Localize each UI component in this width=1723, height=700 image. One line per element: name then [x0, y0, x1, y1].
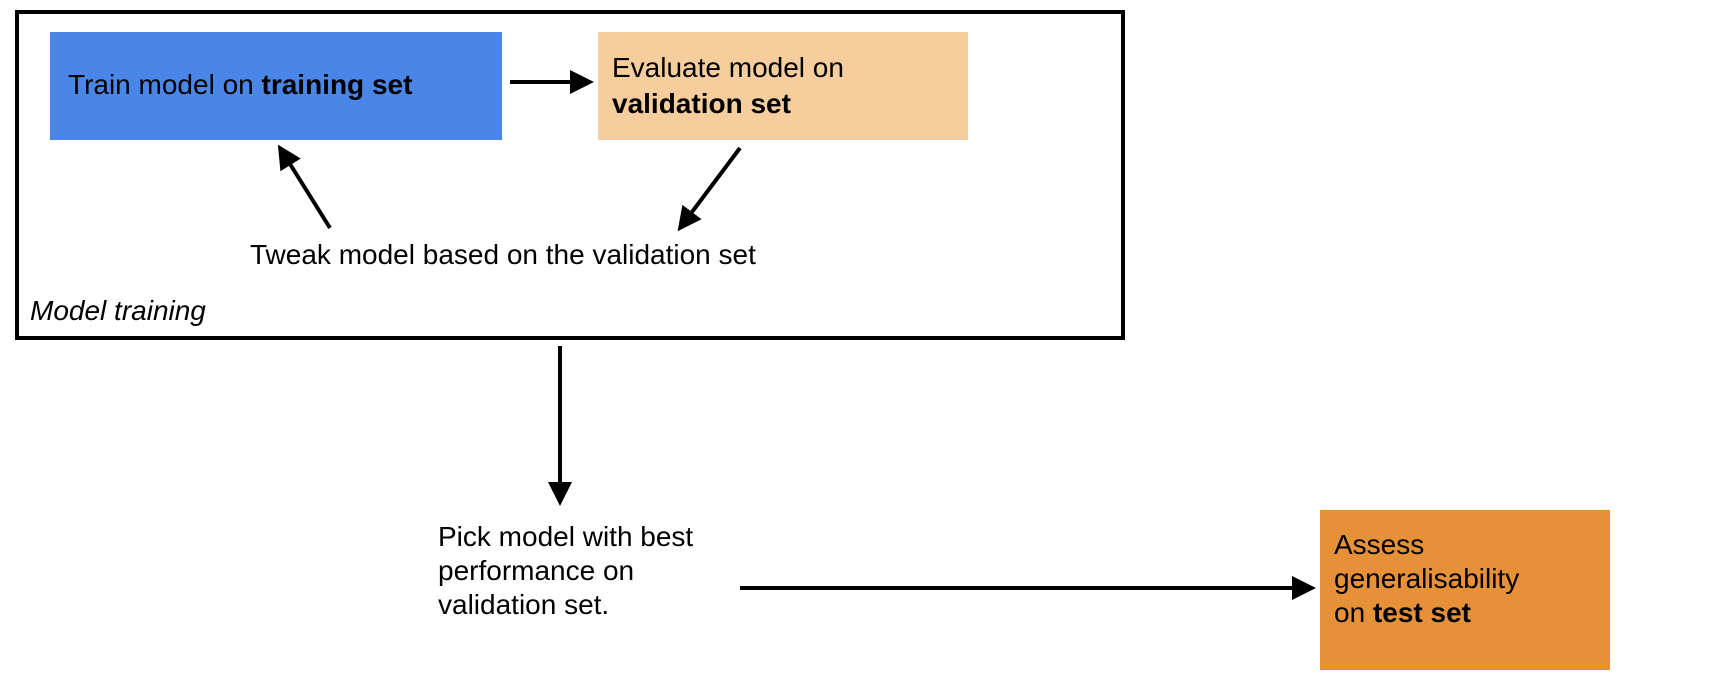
validate-node-text: Evaluate model on validation set: [612, 50, 844, 122]
test-line1: Assess: [1334, 529, 1424, 560]
test-node-text: Assess generalisability on test set: [1334, 528, 1519, 630]
pick-label: Pick model with best performance on vali…: [438, 520, 693, 622]
diagram-canvas: Model training Train model on training s…: [0, 0, 1723, 700]
test-line3-prefix: on: [1334, 597, 1373, 628]
tweak-label: Tweak model based on the validation set: [250, 238, 756, 272]
pick-line1: Pick model with best: [438, 521, 693, 552]
train-bold: training set: [262, 69, 413, 100]
test-line3-bold: test set: [1373, 597, 1471, 628]
validate-line2: validation set: [612, 88, 791, 119]
pick-line2: performance on: [438, 555, 634, 586]
train-prefix: Train model on: [68, 69, 262, 100]
pick-line3: validation set.: [438, 589, 609, 620]
validate-line1: Evaluate model on: [612, 52, 844, 83]
model-training-label: Model training: [30, 294, 206, 328]
test-line2: generalisability: [1334, 563, 1519, 594]
train-node-text: Train model on training set: [68, 68, 412, 102]
